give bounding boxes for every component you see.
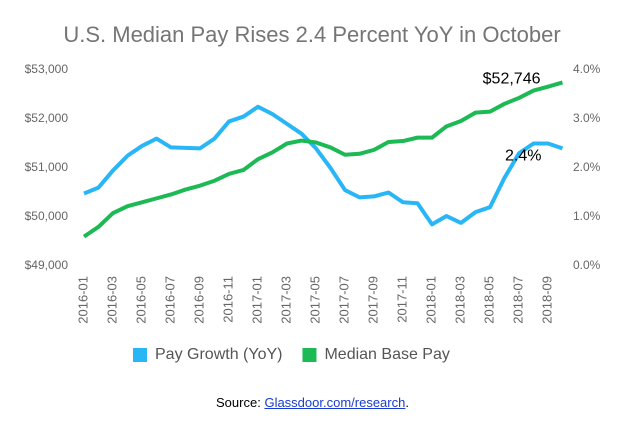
x-tick-label: 2018-05 (481, 276, 496, 324)
x-tick-label: 2018-03 (452, 276, 467, 324)
source-link[interactable]: Glassdoor.com/research (264, 395, 406, 410)
chart-title: U.S. Median Pay Rises 2.4 Percent YoY in… (63, 22, 560, 47)
y2-tick-label: 0.0% (573, 258, 601, 272)
x-tick-label: 2016-09 (191, 276, 206, 324)
legend-swatch (133, 348, 147, 362)
y-tick-label: $51,000 (25, 160, 69, 174)
x-tick-label: 2018-07 (510, 276, 525, 324)
source-end: . (405, 395, 409, 410)
annotation: $52,746 (483, 71, 541, 88)
x-tick-label: 2016-01 (75, 276, 90, 324)
x-tick-label: 2017-11 (394, 276, 409, 323)
x-tick-label: 2016-07 (162, 276, 177, 324)
legend-label: Median Base Pay (324, 346, 449, 363)
legend-swatch (302, 348, 317, 362)
source: Source: Glassdoor.com/research. (0, 395, 625, 410)
x-tick-label: 2016-05 (133, 276, 148, 324)
x-tick-label: 2016-03 (104, 276, 119, 324)
annotation: 2.4% (505, 148, 541, 165)
x-tick-label: 2018-01 (423, 276, 438, 324)
y-tick-label: $52,000 (25, 111, 69, 125)
x-tick-label: 2017-07 (336, 276, 351, 324)
series-line (82, 80, 564, 239)
chart: U.S. Median Pay Rises 2.4 Percent YoY in… (25, 22, 601, 363)
y-tick-label: $49,000 (25, 258, 69, 272)
x-tick-label: 2018-09 (539, 276, 554, 324)
source-text: Source: (216, 395, 261, 410)
x-tick-label: 2016-11 (220, 276, 235, 323)
y-tick-label: $53,000 (25, 62, 69, 76)
y2-tick-label: 4.0% (573, 62, 601, 76)
series-line (83, 104, 564, 227)
x-tick-label: 2017-03 (278, 276, 293, 324)
y2-tick-label: 1.0% (573, 209, 601, 223)
x-tick-label: 2017-01 (249, 276, 264, 324)
y-tick-label: $50,000 (25, 209, 69, 223)
x-tick-label: 2017-05 (307, 276, 322, 324)
legend-label: Pay Growth (YoY) (155, 346, 282, 363)
x-tick-label: 2017-09 (365, 276, 380, 324)
y2-tick-label: 3.0% (573, 111, 601, 125)
y2-tick-label: 2.0% (573, 160, 601, 174)
